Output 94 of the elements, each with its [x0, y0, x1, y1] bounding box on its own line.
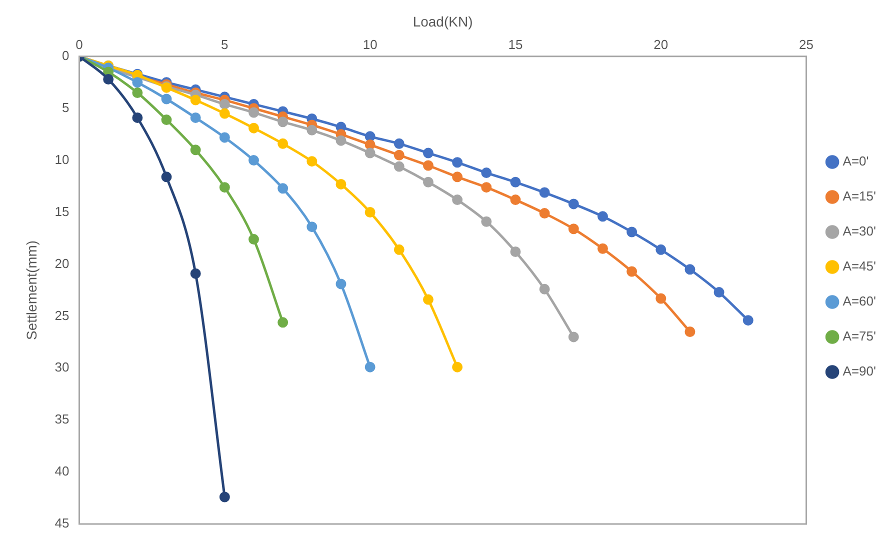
point — [568, 224, 579, 234]
point — [132, 77, 143, 88]
point — [306, 222, 318, 232]
y-tick-label: 5 — [62, 100, 70, 115]
x-tick-label: 0 — [76, 37, 83, 52]
point — [626, 226, 638, 238]
point — [248, 234, 259, 245]
point — [597, 243, 608, 254]
y-tick-label: 10 — [54, 152, 70, 167]
point — [568, 198, 579, 210]
legend-label: A=0' — [842, 154, 869, 169]
point — [656, 244, 666, 255]
legend-label: A=15' — [842, 188, 876, 204]
point — [190, 112, 201, 123]
point — [510, 194, 521, 206]
point — [510, 246, 521, 258]
point — [364, 207, 376, 218]
point — [161, 94, 172, 104]
point — [306, 156, 318, 167]
point — [336, 278, 346, 290]
x-tick-label: 10 — [362, 37, 378, 52]
point — [219, 182, 230, 193]
y-tick-label: 0 — [62, 48, 70, 63]
y-tick-label: 45 — [54, 516, 70, 531]
point — [394, 244, 404, 255]
point — [364, 139, 376, 150]
point — [539, 187, 550, 198]
point — [539, 208, 550, 219]
point — [394, 161, 404, 172]
point — [481, 168, 492, 178]
point — [364, 131, 376, 142]
point — [161, 172, 172, 182]
x-axis-title: Load(KN) — [412, 13, 473, 30]
point — [626, 266, 638, 277]
legend-label: A=30' — [842, 224, 876, 239]
point — [422, 294, 434, 305]
x-tick-label: 5 — [221, 37, 228, 52]
point — [190, 144, 201, 156]
x-tick-label: 25 — [799, 37, 814, 52]
point — [656, 293, 666, 304]
point — [278, 183, 288, 194]
point — [394, 138, 404, 149]
point — [336, 178, 346, 190]
legend-label: A=90' — [842, 364, 876, 379]
point — [132, 112, 143, 123]
y-tick-label: 30 — [54, 360, 70, 375]
y-axis-title: Settlement(mm) — [23, 240, 40, 340]
point — [742, 315, 754, 326]
legend-label: A=75' — [842, 328, 876, 344]
point — [248, 107, 259, 118]
y-tick-label: 25 — [54, 308, 70, 323]
point — [422, 160, 434, 171]
point — [161, 114, 172, 126]
point — [684, 264, 696, 275]
point — [422, 176, 434, 188]
point — [452, 362, 463, 372]
point — [278, 138, 288, 149]
y-tick-label: 40 — [54, 464, 70, 479]
point — [219, 108, 230, 119]
point — [364, 362, 376, 372]
point — [219, 98, 230, 110]
point — [452, 172, 463, 182]
legend-label: A=45' — [842, 258, 876, 274]
point — [103, 74, 114, 85]
point — [336, 135, 346, 146]
point — [306, 124, 318, 136]
point — [510, 176, 521, 188]
point — [219, 492, 230, 502]
point — [597, 211, 608, 222]
x-tick-label: 15 — [508, 37, 523, 52]
point — [219, 132, 230, 143]
y-tick-label: 20 — [54, 256, 70, 271]
point — [248, 122, 259, 134]
x-tick-label: 20 — [654, 37, 668, 52]
point — [190, 94, 201, 106]
point — [278, 317, 288, 328]
point — [422, 148, 434, 158]
y-tick-label: 35 — [54, 412, 70, 427]
point — [481, 182, 492, 193]
point — [248, 155, 259, 166]
point — [539, 284, 550, 294]
point — [452, 157, 463, 168]
point — [684, 326, 696, 338]
point — [190, 268, 201, 279]
point — [481, 216, 492, 227]
point — [132, 88, 143, 98]
y-tick-label: 15 — [54, 204, 70, 219]
point — [394, 150, 404, 160]
point — [452, 194, 463, 206]
point — [364, 148, 376, 158]
point — [714, 287, 724, 298]
point — [568, 332, 579, 342]
legend-label: A=60' — [842, 294, 876, 309]
point — [278, 116, 288, 128]
